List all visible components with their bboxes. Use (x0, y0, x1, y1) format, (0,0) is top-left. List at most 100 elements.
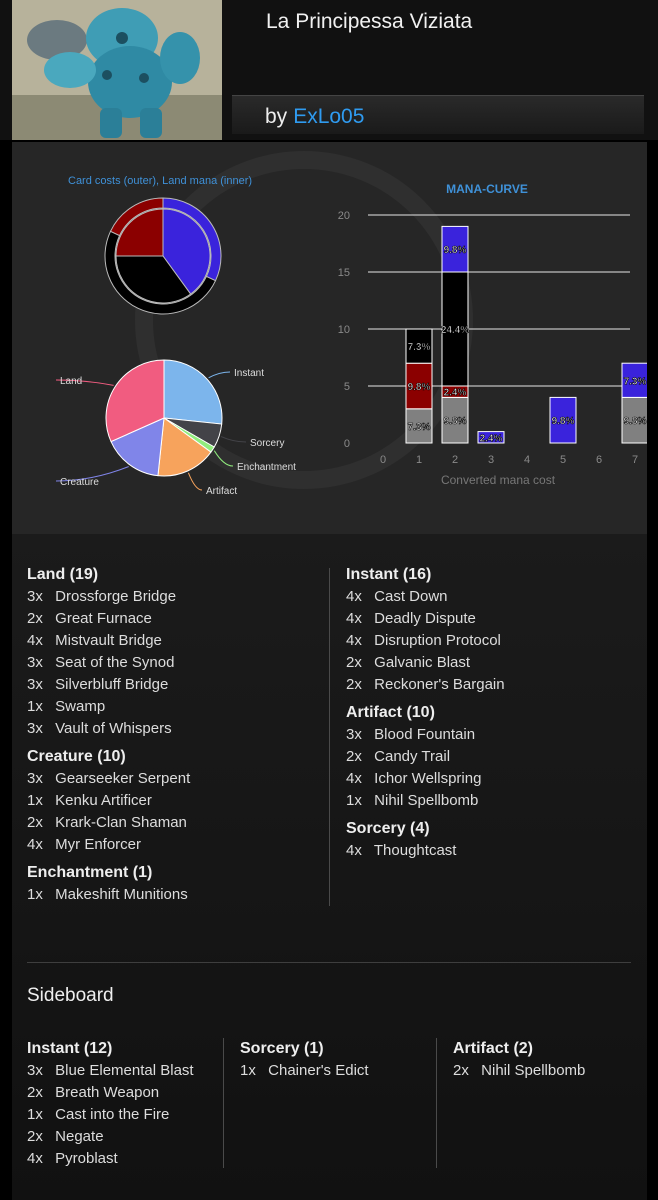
sideboard-column-sorcery: Sorcery (1) 1x Chainer's Edict (240, 1038, 430, 1088)
bar-data-label: 2.4% (480, 433, 503, 444)
card-quantity: 3x (27, 654, 43, 671)
card-name[interactable]: Blood Fountain (370, 726, 476, 743)
card-quantity: 2x (27, 814, 43, 831)
card-name[interactable]: Great Furnace (51, 610, 152, 627)
card-line[interactable]: 3x Blood Fountain (346, 724, 636, 746)
card-line[interactable]: 4x Disruption Protocol (346, 630, 636, 652)
card-quantity: 2x (453, 1062, 469, 1079)
card-line[interactable]: 1x Nihil Spellbomb (346, 790, 636, 812)
card-line[interactable]: 2x Great Furnace (27, 608, 327, 630)
card-name[interactable]: Cast into the Fire (51, 1106, 170, 1123)
x-tick-label: 6 (596, 454, 602, 466)
card-line[interactable]: 3x Seat of the Synod (27, 652, 327, 674)
card-line[interactable]: 1x Cast into the Fire (27, 1104, 227, 1126)
card-line[interactable]: 4x Deadly Dispute (346, 608, 636, 630)
type-slice-connector (220, 436, 247, 443)
card-quantity: 2x (346, 676, 362, 693)
card-quantity: 4x (346, 770, 362, 787)
card-name[interactable]: Krark-Clan Shaman (51, 814, 187, 831)
card-line[interactable]: 2x Negate (27, 1126, 227, 1148)
bar-data-label: 9.8% (408, 382, 431, 393)
card-name[interactable]: Disruption Protocol (370, 632, 501, 649)
bar-data-label: 9.8% (444, 416, 467, 427)
card-line[interactable]: 2x Nihil Spellbomb (453, 1060, 643, 1082)
card-name[interactable]: Gearseeker Serpent (51, 770, 191, 787)
land-mana-slice (115, 255, 192, 304)
card-group-title: Enchantment (1) (27, 864, 153, 881)
card-name[interactable]: Nihil Spellbomb (370, 792, 479, 809)
card-line[interactable]: 2x Krark-Clan Shaman (27, 812, 327, 834)
card-line[interactable]: 4x Ichor Wellspring (346, 768, 636, 790)
card-name[interactable]: Deadly Dispute (370, 610, 476, 627)
card-name[interactable]: Seat of the Synod (51, 654, 175, 671)
card-quantity: 1x (346, 792, 362, 809)
card-line[interactable]: 4x Cast Down (346, 586, 636, 608)
card-name[interactable]: Pyroblast (51, 1150, 118, 1167)
card-name[interactable]: Candy Trail (370, 748, 451, 765)
cost-ring-slice (109, 197, 164, 237)
card-name[interactable]: Cast Down (370, 588, 448, 605)
land-mana-slice (115, 208, 164, 257)
card-line[interactable]: 2x Breath Weapon (27, 1082, 227, 1104)
card-quantity: 4x (346, 842, 362, 859)
card-line[interactable]: 2x Candy Trail (346, 746, 636, 768)
card-name[interactable]: Galvanic Blast (370, 654, 471, 671)
card-line[interactable]: 2x Reckoner's Bargain (346, 674, 636, 696)
type-slice-connector (55, 466, 129, 482)
card-name[interactable]: Blue Elemental Blast (51, 1062, 194, 1079)
mana-curve-bar (405, 362, 433, 410)
card-line[interactable]: 4x Pyroblast (27, 1148, 227, 1170)
card-line[interactable]: 1x Swamp (27, 696, 327, 718)
y-tick-label: 10 (338, 324, 350, 336)
card-name[interactable]: Chainer's Edict (264, 1062, 369, 1079)
type-slice-connector (187, 472, 203, 491)
bar-data-label: 24.4% (441, 325, 469, 336)
sideboard-column-artifact: Artifact (2) 2x Nihil Spellbomb (453, 1038, 643, 1088)
card-name[interactable]: Drossforge Bridge (51, 588, 177, 605)
card-line[interactable]: 1x Makeshift Munitions (27, 884, 327, 906)
card-name[interactable]: Negate (51, 1128, 104, 1145)
main-deck-left-column: Land (19) 3x Drossforge Bridge 2x Great Fu… (27, 564, 327, 912)
card-name[interactable]: Myr Enforcer (51, 836, 142, 853)
y-tick-label: 5 (344, 381, 350, 393)
card-name[interactable]: Mistvault Bridge (51, 632, 162, 649)
type-slice-label: Artifact (206, 486, 237, 497)
card-quantity: 3x (27, 588, 43, 605)
mana-curve-bar (621, 362, 649, 398)
commander-card-art[interactable] (12, 0, 222, 140)
card-line[interactable]: 3x Gearseeker Serpent (27, 768, 327, 790)
card-type-pie: Instant Sorcery Enchantment Artifact Creatur… (55, 359, 296, 497)
card-name[interactable]: Vault of Whispers (51, 720, 172, 737)
card-line[interactable]: 3x Blue Elemental Blast (27, 1060, 227, 1082)
author-link[interactable]: ExLo05 (293, 105, 365, 128)
mana-curve-bar (621, 396, 649, 444)
card-name[interactable]: Thoughtcast (370, 842, 457, 859)
card-name[interactable]: Swamp (51, 698, 106, 715)
card-line[interactable]: 2x Galvanic Blast (346, 652, 636, 674)
card-group: Artifact (10) 3x Blood Fountain 2x Candy T… (346, 702, 636, 812)
card-name[interactable]: Ichor Wellspring (370, 770, 482, 787)
card-line[interactable]: 4x Mistvault Bridge (27, 630, 327, 652)
card-name[interactable]: Makeshift Munitions (51, 886, 188, 903)
card-quantity: 3x (346, 726, 362, 743)
card-cost-pie (104, 197, 222, 315)
mana-curve-bar (549, 396, 577, 444)
card-group: Artifact (2) 2x Nihil Spellbomb (453, 1038, 643, 1082)
card-name[interactable]: Silverbluff Bridge (51, 676, 169, 693)
card-line[interactable]: 4x Myr Enforcer (27, 834, 327, 856)
bar-data-label: 9.8% (444, 245, 467, 256)
card-quantity: 3x (27, 770, 43, 787)
card-name[interactable]: Breath Weapon (51, 1084, 160, 1101)
card-line[interactable]: 4x Thoughtcast (346, 840, 636, 862)
bar-data-label: 9.8% (552, 416, 575, 427)
card-line[interactable]: 3x Drossforge Bridge (27, 586, 327, 608)
card-line[interactable]: 3x Silverbluff Bridge (27, 674, 327, 696)
card-quantity: 2x (346, 654, 362, 671)
card-name[interactable]: Reckoner's Bargain (370, 676, 505, 693)
card-name[interactable]: Nihil Spellbomb (477, 1062, 586, 1079)
card-quantity: 4x (27, 632, 43, 649)
card-line[interactable]: 1x Chainer's Edict (240, 1060, 430, 1082)
card-name[interactable]: Kenku Artificer (51, 792, 152, 809)
card-line[interactable]: 3x Vault of Whispers (27, 718, 327, 740)
card-line[interactable]: 1x Kenku Artificer (27, 790, 327, 812)
